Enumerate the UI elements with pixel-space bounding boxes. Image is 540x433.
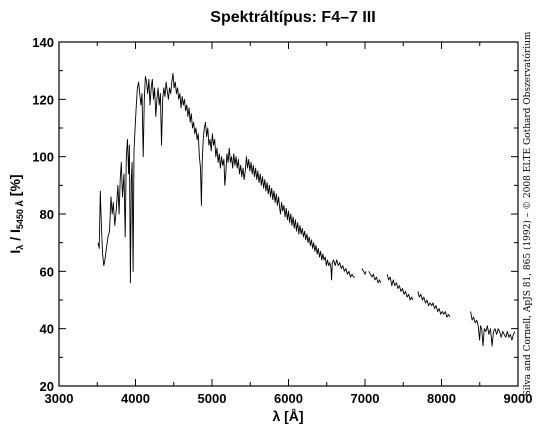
y-axis: 20 40 60 80 100 120 140 (32, 35, 518, 394)
spectrum-line-segment (368, 271, 382, 284)
x-tick-label: 5000 (198, 391, 227, 406)
y-label-i1: I (7, 250, 23, 254)
y-tick-label: 100 (32, 150, 54, 165)
credit-text: Silva and Cornell, ApJS 81, 865 (1992) –… (522, 31, 533, 396)
y-tick-label: 60 (40, 264, 54, 279)
y-tick-label: 120 (32, 92, 54, 107)
y-tick-label: 40 (40, 322, 54, 337)
y-tick-label: 80 (40, 207, 54, 222)
y-label-sub2: 5450 Å (15, 200, 25, 230)
x-tick-label: 7000 (351, 391, 380, 406)
chart-title: Spektráltípus: F4–7 III (210, 9, 375, 26)
x-axis-label: λ [Å] (272, 408, 303, 424)
spectrum-line-segment (470, 311, 516, 347)
y-axis-label: Iλ / I5450 Å [%] (7, 174, 25, 253)
spectrum-series (97, 73, 516, 347)
x-tick-label: 6000 (274, 391, 303, 406)
spectrum-line-segment (417, 291, 451, 318)
y-label-unit: [%] (7, 174, 23, 200)
x-tick-label: 4000 (121, 391, 150, 406)
spectrum-line-segment (361, 268, 367, 275)
spectrum-line-segment (386, 274, 414, 301)
y-tick-label: 140 (32, 35, 54, 50)
y-label-sep: / I (7, 229, 23, 245)
x-axis: 3000 4000 5000 6000 7000 8000 9000 (45, 42, 533, 406)
spectrum-line-segment (97, 73, 356, 284)
x-tick-label: 9000 (504, 391, 533, 406)
y-label-sub1: λ (15, 245, 25, 250)
y-tick-label: 20 (40, 379, 54, 394)
x-tick-label: 8000 (427, 391, 456, 406)
x-tick-label: 3000 (45, 391, 74, 406)
